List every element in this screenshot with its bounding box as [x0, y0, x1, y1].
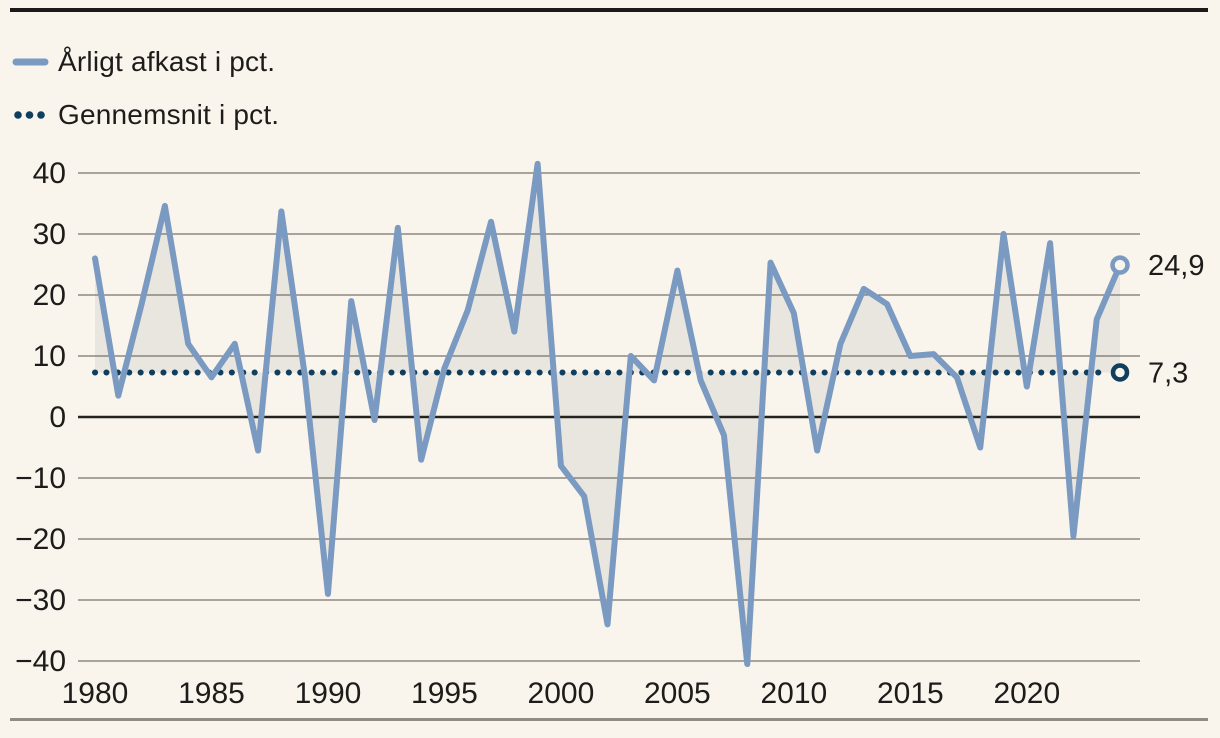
- y-axis-tick-label: −40: [15, 645, 66, 678]
- y-axis-tick-label: 20: [33, 279, 66, 312]
- bottom-divider: [10, 718, 1208, 721]
- chart-legend: Årligt afkast i pct. Gennemsnit i pct.: [12, 44, 279, 133]
- dotted-line-swatch-icon: [14, 111, 45, 119]
- x-axis-tick-label: 1980: [62, 677, 129, 710]
- y-axis-tick-label: −20: [15, 523, 66, 556]
- x-axis-tick-label: 2000: [528, 677, 595, 710]
- x-axis-tick-label: 2020: [993, 677, 1060, 710]
- x-axis-tick-label: 2010: [760, 677, 827, 710]
- y-axis-tick-label: 30: [33, 218, 66, 251]
- average-end-marker: [1110, 363, 1130, 382]
- line-swatch-icon: [12, 58, 49, 66]
- y-axis-tick-label: −10: [15, 462, 66, 495]
- legend-label-annual-return: Årligt afkast i pct.: [58, 46, 276, 77]
- x-axis-tick-label: 1995: [411, 677, 478, 710]
- y-axis-tick-label: 40: [33, 157, 66, 190]
- y-axis-tick-label: 10: [33, 340, 66, 373]
- annual-return-line: [92, 160, 1123, 668]
- legend-label-average: Gennemsnit i pct.: [58, 99, 280, 130]
- series-end-value-label: 24,9: [1148, 250, 1204, 282]
- legend-item-average: Gennemsnit i pct.: [12, 97, 279, 133]
- x-axis-tick-label: 1985: [178, 677, 245, 710]
- x-axis-tick-label: 2005: [644, 677, 711, 710]
- legend-item-annual-return: Årligt afkast i pct.: [12, 44, 279, 80]
- x-axis-tick-label: 1990: [295, 677, 362, 710]
- y-axis-tick-label: −30: [15, 584, 66, 617]
- x-axis-tick-label: 2015: [877, 677, 944, 710]
- average-end-value-label: 7,3: [1148, 357, 1188, 389]
- y-axis-tick-label: 0: [49, 401, 66, 434]
- top-divider: [10, 8, 1208, 12]
- series-end-marker: [1110, 255, 1130, 275]
